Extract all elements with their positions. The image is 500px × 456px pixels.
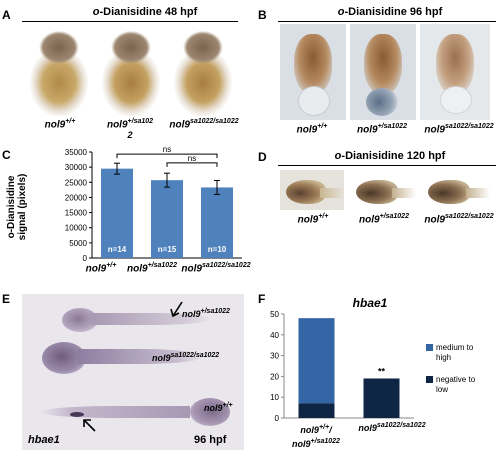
- panel-a-title: o-Dianisidine 48 hpf: [92, 6, 198, 18]
- embryo-96hpf-mut: [420, 24, 490, 120]
- y-tick-label: 40: [270, 331, 279, 340]
- y-tick-label: 0: [275, 414, 280, 423]
- y-tick-label: 10000: [65, 224, 88, 233]
- genotype-a-wt: nol9+/+: [44, 118, 76, 131]
- panel-d-rule: [278, 165, 496, 166]
- genotype-e-mut: nol9sa1022/sa1022: [152, 352, 220, 363]
- y-tick-label: 50: [270, 310, 279, 319]
- genotype-d-wt: nol9+/+: [297, 213, 329, 226]
- bar-segment: [298, 403, 335, 418]
- y-tick-label: 25000: [65, 178, 88, 187]
- sig-label: **: [378, 366, 386, 376]
- panel-e-gene: hbae1: [28, 434, 60, 446]
- y-tick-label: 30000: [65, 163, 88, 172]
- panel-e-stage: 96 hpf: [194, 434, 227, 446]
- y-tick-label: 20: [270, 372, 279, 381]
- bar-label: n=10: [208, 245, 227, 254]
- genotype-b-het: nol9+/sa1022: [357, 123, 407, 136]
- panel-e-image: nol9+/sa1022 nol9sa1022/sa1022 nol9+/+ h…: [22, 294, 244, 450]
- embryo-120hpf-wt: [280, 170, 344, 210]
- y-tick-label: 20000: [65, 193, 88, 202]
- legend-label: negative to low: [436, 375, 476, 394]
- embryo-48hpf-het: [98, 28, 164, 116]
- bar: [151, 180, 183, 258]
- genotype-c-het: nol9+/sa1022: [127, 262, 177, 275]
- chart-c-ylabel: o-Dianisidine signal (pixels): [6, 173, 28, 241]
- arrow-icon: [83, 419, 96, 432]
- y-tick-label: 5000: [69, 239, 87, 248]
- panel-a-rule: [22, 21, 238, 22]
- legend-label: medium to high: [436, 343, 474, 362]
- sig-label: ns: [163, 146, 171, 154]
- larva-het: [62, 308, 212, 332]
- panel-label-b: B: [258, 8, 267, 22]
- panel-label-f: F: [258, 292, 266, 306]
- embryo-120hpf-mut: [422, 170, 490, 210]
- bar: [101, 168, 133, 258]
- y-tick-label: 35000: [65, 148, 88, 157]
- genotype-e-wt: nol9+/+: [204, 402, 233, 413]
- y-tick-label: 15000: [65, 209, 88, 218]
- panel-label-c: C: [2, 148, 11, 162]
- y-tick-label: 0: [83, 254, 88, 263]
- bar-segment: [363, 378, 400, 418]
- panel-d-title: o-Dianisidine 120 hpf: [334, 150, 446, 162]
- y-tick-label: 10: [270, 393, 279, 402]
- embryo-48hpf-mut: [170, 28, 236, 116]
- larva-wt: [40, 398, 234, 428]
- panel-b-rule: [278, 21, 496, 22]
- y-tick-label: 30: [270, 352, 279, 361]
- bar-label: n=15: [158, 245, 177, 254]
- legend-swatch: [426, 376, 433, 383]
- embryo-120hpf-het: [350, 170, 416, 210]
- genotype-c-mut: nol9sa1022/sa1022: [181, 262, 251, 275]
- embryo-96hpf-wt: [280, 24, 346, 120]
- genotype-a-het: nol9+/sa102 2: [106, 118, 154, 141]
- bar-segment: [298, 318, 335, 404]
- panel-label-d: D: [258, 150, 267, 164]
- bar-label: n=14: [108, 245, 127, 254]
- chart-f-title: hbae1: [352, 296, 388, 310]
- sig-label: ns: [188, 154, 196, 163]
- f-xlabel-1: nol9+/+/ nol9+/sa1022: [292, 424, 340, 449]
- genotype-d-mut: nol9sa1022/sa1022: [424, 213, 494, 226]
- genotype-a-mut: nol9sa1022/sa1022: [169, 118, 239, 131]
- chart-c: 0 5000 10000 15000 20000 25000 30000 35000 n=14 n…: [65, 146, 242, 263]
- larva-mut: [42, 342, 204, 374]
- chart-f: 0 10 20 30 40 50 ** medium to high negative to low: [270, 310, 476, 423]
- genotype-b-wt: nol9+/+: [296, 123, 328, 136]
- panel-label-e: E: [2, 292, 11, 306]
- genotype-d-het: nol9+/sa1022: [359, 213, 409, 226]
- genotype-e-het: nol9+/sa1022: [182, 308, 230, 319]
- legend-swatch: [426, 344, 433, 351]
- panel-label-a: A: [2, 8, 11, 22]
- embryo-48hpf-wt: [26, 28, 92, 116]
- sig-bracket: [166, 162, 218, 167]
- embryo-96hpf-het: [350, 24, 416, 120]
- f-xlabel-2: nol9sa1022/sa1022: [358, 422, 426, 433]
- arrow-icon: [170, 301, 183, 318]
- sig-bracket: [116, 153, 218, 159]
- genotype-b-mut: nol9sa1022/sa1022: [424, 123, 494, 136]
- genotype-c-wt: nol9+/+: [85, 262, 117, 275]
- bar: [201, 187, 233, 258]
- panel-b-title: o-Dianisidine 96 hpf: [337, 6, 443, 18]
